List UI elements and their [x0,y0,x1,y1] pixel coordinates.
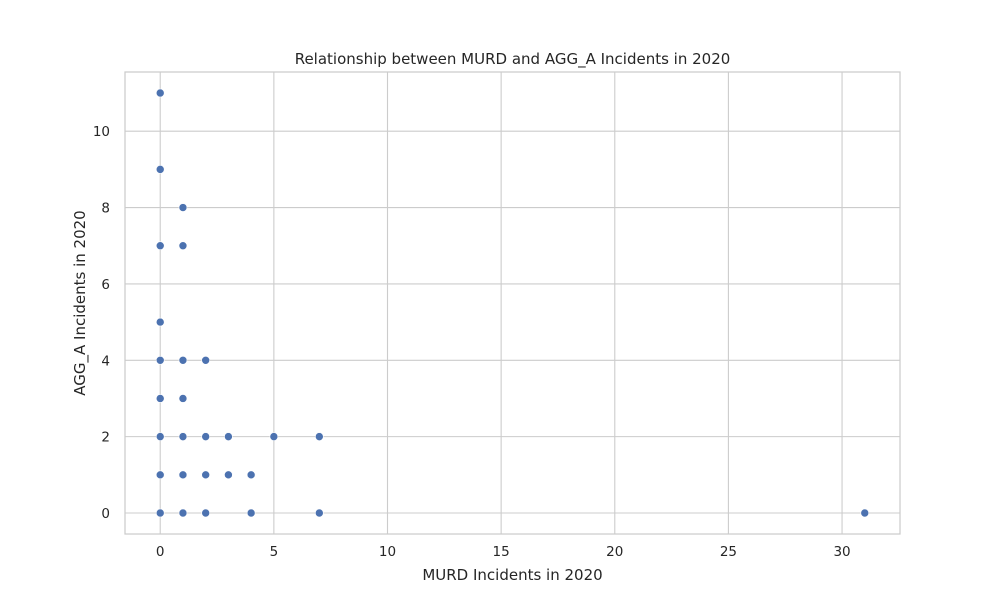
data-point [246,508,256,518]
x-tick-label: 10 [379,544,396,560]
data-point [224,470,233,480]
y-tick-label: 6 [101,277,110,293]
data-point [860,508,870,518]
x-tick-labels: 0 5 10 15 20 25 30 [156,544,851,560]
data-point [155,432,165,441]
x-tick-label: 20 [606,544,623,560]
plot-frame [124,71,901,535]
x-axis-label: MURD Incidents in 2020 [422,566,602,584]
data-point [155,508,165,518]
data-point [315,432,324,441]
data-point [178,355,188,365]
data-point [178,394,188,403]
chart-title: Relationship between MURD and AGG_A Inci… [295,50,731,69]
data-point [201,508,210,518]
data-point [155,317,165,327]
y-tick-labels: 0 2 4 6 8 10 [93,124,110,522]
data-point [246,470,256,480]
data-point [201,470,210,480]
y-tick-label: 10 [93,124,110,140]
data-point [155,355,165,365]
data-point [155,165,165,174]
y-tick-label: 0 [101,506,110,522]
data-point [178,203,188,212]
y-tick-label: 2 [101,430,110,446]
y-tick-label: 8 [101,201,110,217]
x-tick-label: 0 [156,544,165,560]
y-axis-label: AGG_A Incidents in 2020 [71,210,90,395]
data-point [201,432,210,441]
data-point [155,88,165,98]
x-tick-label: 30 [833,544,850,560]
data-point [315,508,324,518]
x-tick-label: 15 [493,544,510,560]
data-point [178,508,188,518]
y-tick-label: 4 [101,353,110,369]
x-tick-label: 5 [270,544,279,560]
data-point [155,241,165,251]
data-point [224,432,233,441]
data-point [178,470,188,480]
data-point [269,432,279,441]
data-point [155,394,165,403]
data-point [155,470,165,480]
data-point [178,432,188,441]
data-point [201,355,210,365]
data-point [178,241,188,251]
grid-layer [125,72,900,534]
data-points [155,88,870,518]
x-tick-label: 25 [720,544,737,560]
